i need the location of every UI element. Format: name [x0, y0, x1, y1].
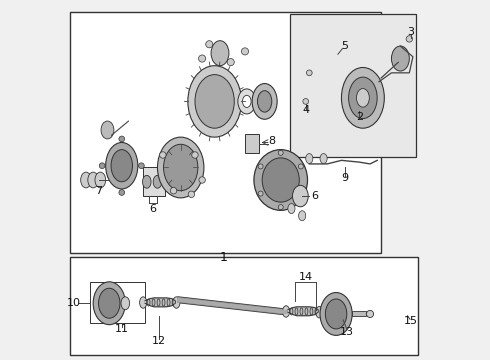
Ellipse shape	[342, 67, 384, 128]
Ellipse shape	[88, 172, 98, 188]
Circle shape	[303, 99, 309, 104]
Ellipse shape	[173, 297, 180, 308]
Circle shape	[220, 44, 227, 51]
Bar	[352, 311, 367, 316]
Text: 7: 7	[95, 186, 102, 196]
Ellipse shape	[93, 282, 125, 325]
Text: 2: 2	[356, 112, 363, 122]
Ellipse shape	[243, 95, 251, 108]
Ellipse shape	[188, 66, 242, 137]
Text: 12: 12	[152, 336, 166, 346]
Ellipse shape	[325, 299, 347, 329]
Circle shape	[198, 55, 206, 62]
Circle shape	[160, 152, 166, 158]
Ellipse shape	[101, 121, 114, 139]
Ellipse shape	[262, 158, 299, 202]
Ellipse shape	[254, 150, 308, 210]
Circle shape	[278, 150, 283, 156]
Bar	[70, 12, 381, 253]
Ellipse shape	[164, 144, 198, 191]
Ellipse shape	[283, 306, 290, 317]
Ellipse shape	[288, 203, 295, 213]
Ellipse shape	[320, 154, 327, 163]
Text: 13: 13	[340, 327, 354, 337]
Text: 14: 14	[299, 272, 313, 282]
Circle shape	[278, 204, 283, 210]
Text: 15: 15	[404, 316, 418, 326]
Ellipse shape	[140, 297, 147, 308]
Text: 11: 11	[115, 324, 129, 334]
Bar	[290, 14, 416, 157]
Text: 3: 3	[408, 27, 415, 37]
Text: 5: 5	[342, 41, 348, 51]
Circle shape	[188, 191, 195, 198]
Ellipse shape	[143, 175, 151, 188]
Circle shape	[306, 70, 312, 76]
Ellipse shape	[306, 154, 313, 163]
Text: 1: 1	[220, 251, 227, 264]
Ellipse shape	[81, 172, 92, 188]
Text: 10: 10	[67, 298, 80, 308]
Text: 4: 4	[302, 105, 309, 115]
Circle shape	[206, 41, 213, 48]
Ellipse shape	[195, 75, 234, 128]
Text: 6: 6	[149, 203, 157, 213]
Ellipse shape	[111, 150, 132, 182]
Bar	[97, 300, 106, 306]
Circle shape	[258, 164, 263, 169]
Ellipse shape	[95, 172, 106, 188]
Circle shape	[99, 163, 105, 168]
Circle shape	[192, 152, 198, 158]
Ellipse shape	[106, 143, 138, 189]
Ellipse shape	[316, 306, 323, 318]
Text: 9: 9	[342, 173, 348, 183]
Circle shape	[139, 163, 144, 168]
Ellipse shape	[293, 185, 308, 207]
Ellipse shape	[98, 288, 120, 318]
Bar	[245, 134, 259, 153]
Circle shape	[406, 36, 413, 42]
Ellipse shape	[121, 297, 130, 310]
Text: 6: 6	[311, 191, 318, 201]
Circle shape	[298, 164, 303, 169]
Ellipse shape	[238, 89, 256, 114]
Circle shape	[227, 59, 234, 66]
Ellipse shape	[392, 46, 409, 71]
Text: 8: 8	[268, 136, 275, 147]
Polygon shape	[288, 307, 318, 316]
Ellipse shape	[298, 211, 306, 221]
Circle shape	[199, 177, 205, 183]
Circle shape	[242, 48, 248, 55]
Polygon shape	[145, 298, 175, 307]
Circle shape	[367, 310, 373, 318]
Circle shape	[171, 188, 177, 194]
Bar	[70, 257, 418, 355]
Ellipse shape	[258, 91, 272, 112]
Circle shape	[119, 136, 124, 142]
Ellipse shape	[356, 89, 369, 107]
Ellipse shape	[252, 84, 277, 119]
Ellipse shape	[157, 137, 204, 198]
Bar	[90, 282, 145, 323]
Circle shape	[119, 190, 124, 195]
Ellipse shape	[320, 293, 352, 336]
Circle shape	[258, 191, 263, 196]
Bar	[143, 167, 165, 196]
Ellipse shape	[211, 41, 229, 66]
Ellipse shape	[348, 77, 377, 118]
Circle shape	[298, 191, 303, 196]
Ellipse shape	[153, 175, 162, 188]
